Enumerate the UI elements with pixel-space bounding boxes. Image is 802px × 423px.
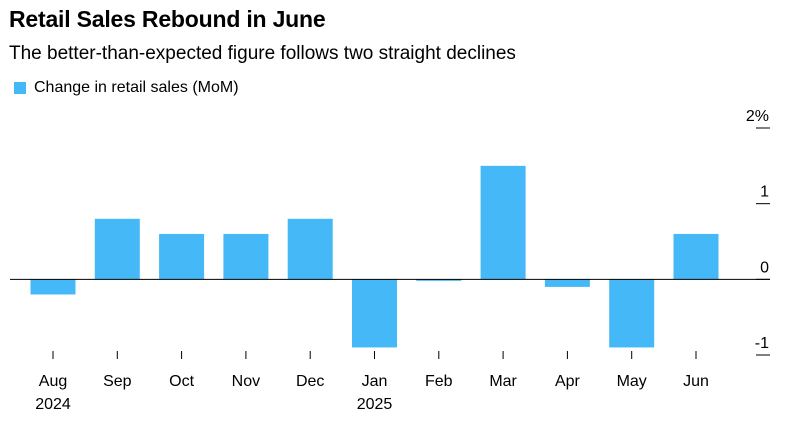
x-tick-label: Nov xyxy=(232,373,260,390)
bar-oct xyxy=(159,233,205,280)
y-tick-label: 0 xyxy=(760,259,769,276)
legend: Change in retail sales (MoM) xyxy=(14,79,239,97)
x-tick-label: Jun xyxy=(683,373,709,390)
bar-nov xyxy=(223,233,269,280)
bar-jan xyxy=(352,279,397,348)
x-tick-label: Apr xyxy=(555,373,581,390)
bar-sep xyxy=(94,218,140,280)
bar-mar xyxy=(480,165,526,280)
y-tick-label: 1 xyxy=(760,184,769,201)
x-tick-label: May xyxy=(617,373,647,390)
x-tick-label: Jan xyxy=(362,373,388,390)
x-tick-label: Feb xyxy=(425,373,453,390)
legend-label: Change in retail sales (MoM) xyxy=(34,79,239,96)
bar-dec xyxy=(287,218,333,280)
bar-feb xyxy=(416,279,462,281)
legend-swatch xyxy=(14,82,26,94)
x-tick-label: Aug xyxy=(39,373,67,390)
x-tick-label: Sep xyxy=(103,373,132,390)
x-year-label: 2025 xyxy=(357,396,393,413)
bar-may xyxy=(609,279,655,348)
chart-subtitle: The better-than-expected figure follows … xyxy=(9,43,516,64)
x-tick-label: Mar xyxy=(489,373,517,390)
y-tick-label: -1 xyxy=(755,335,769,352)
bar-jun xyxy=(673,233,719,280)
bar-apr xyxy=(544,279,590,287)
x-tick-label: Dec xyxy=(296,373,324,390)
bar-aug xyxy=(30,279,76,295)
x-year-label: 2024 xyxy=(35,396,71,413)
y-tick-label: 2% xyxy=(746,108,769,125)
chart-title: Retail Sales Rebound in June xyxy=(9,6,326,32)
x-tick-label: Oct xyxy=(169,373,194,390)
